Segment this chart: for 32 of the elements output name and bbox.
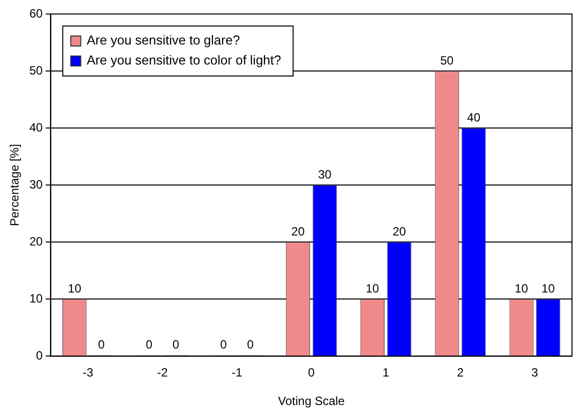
data-label: 30 bbox=[318, 167, 332, 182]
x-tick-label: -3 bbox=[82, 366, 94, 380]
data-label: 0 bbox=[246, 338, 254, 352]
x-tick-label: -2 bbox=[157, 366, 168, 380]
y-tick-label: 60 bbox=[29, 6, 44, 20]
data-label: 40 bbox=[467, 110, 481, 124]
x-tick-label: 1 bbox=[382, 366, 390, 380]
data-label: 20 bbox=[291, 224, 305, 238]
y-tick-label: 20 bbox=[29, 234, 44, 248]
y-tick-label: 40 bbox=[29, 120, 44, 134]
x-axis-title: Voting Scale bbox=[278, 394, 346, 408]
data-label: 10 bbox=[68, 281, 82, 296]
data-label: 0 bbox=[172, 338, 180, 352]
data-label: 0 bbox=[98, 338, 106, 352]
x-tick-label: 3 bbox=[531, 366, 538, 380]
y-tick-label: 0 bbox=[36, 348, 44, 363]
y-tick-label: 50 bbox=[29, 63, 44, 78]
data-label: 10 bbox=[541, 281, 556, 296]
legend-label: Are you sensitive to glare? bbox=[86, 32, 240, 48]
data-label: 20 bbox=[392, 224, 406, 238]
data-label: 10 bbox=[366, 281, 380, 296]
x-tick-label: 0 bbox=[308, 366, 316, 380]
data-label: 50 bbox=[440, 53, 454, 68]
x-tick-label: -1 bbox=[232, 366, 243, 380]
y-tick-label: 30 bbox=[29, 177, 44, 192]
x-tick-label: 2 bbox=[456, 366, 464, 380]
data-label: 10 bbox=[514, 281, 528, 296]
data-label: 0 bbox=[146, 338, 153, 352]
data-label: 0 bbox=[220, 338, 228, 352]
legend-label: Are you sensitive to color of light? bbox=[86, 52, 282, 68]
y-tick-label: 10 bbox=[29, 291, 44, 306]
y-axis-title: Percentage [%] bbox=[8, 144, 22, 226]
